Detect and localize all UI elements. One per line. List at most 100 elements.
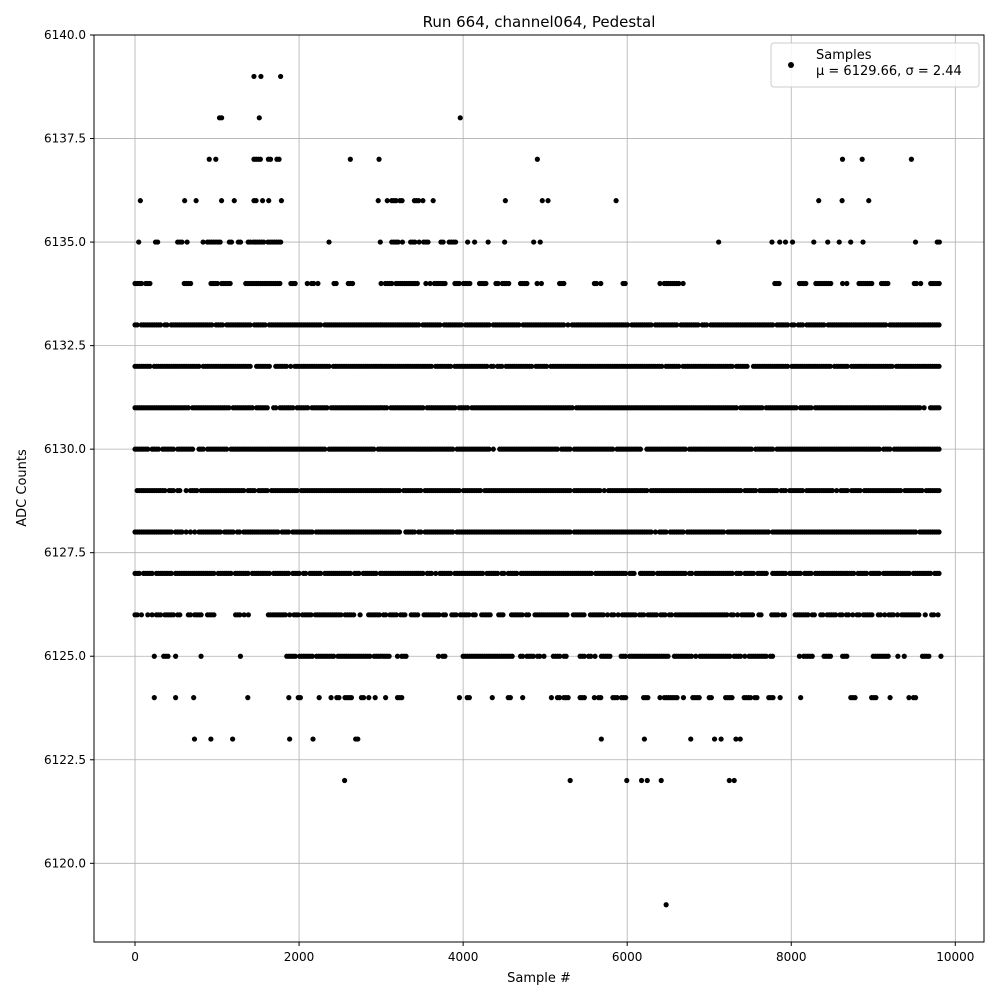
data-point	[808, 570, 814, 577]
data-point	[251, 487, 258, 494]
data-point	[214, 280, 220, 287]
y-tick-label: 6137.5	[44, 132, 86, 146]
data-point	[916, 612, 922, 618]
data-point	[791, 322, 797, 328]
data-point	[519, 612, 525, 618]
data-point	[565, 695, 571, 701]
data-point	[529, 363, 535, 369]
data-point	[278, 239, 284, 245]
data-point	[375, 198, 381, 204]
x-tick-label: 0	[131, 950, 139, 964]
data-point	[631, 570, 637, 577]
data-point	[866, 198, 872, 204]
data-point	[839, 156, 846, 162]
data-point	[442, 280, 448, 287]
data-point	[170, 612, 177, 618]
data-point	[480, 570, 486, 577]
data-point	[731, 777, 737, 784]
chart-title: Run 664, channel064, Pedestal	[423, 13, 656, 31]
data-point	[348, 695, 355, 701]
data-point	[168, 570, 174, 577]
data-point	[785, 322, 791, 328]
data-point	[402, 612, 408, 618]
data-point	[196, 363, 202, 369]
data-point	[781, 612, 788, 618]
data-point	[556, 695, 563, 701]
data-point	[918, 280, 924, 287]
data-point	[777, 695, 783, 701]
data-point	[703, 322, 710, 328]
data-point	[428, 363, 435, 369]
data-point	[477, 487, 484, 494]
data-point	[777, 239, 783, 245]
data-point	[936, 363, 942, 369]
data-point	[495, 280, 501, 287]
data-point	[604, 612, 611, 618]
data-point	[177, 487, 183, 494]
data-point	[859, 156, 865, 162]
data-point	[775, 612, 781, 618]
data-point	[894, 612, 901, 618]
data-point	[695, 322, 701, 328]
data-point	[179, 239, 185, 245]
data-point	[737, 653, 744, 659]
data-point	[170, 487, 177, 494]
data-point	[310, 736, 316, 742]
data-point	[258, 73, 264, 80]
data-point	[151, 695, 157, 701]
data-point	[399, 695, 405, 701]
data-point	[611, 612, 617, 618]
data-point	[827, 363, 833, 369]
data-point	[170, 446, 177, 452]
data-point	[825, 239, 831, 245]
data-point	[662, 612, 668, 618]
data-point	[821, 322, 827, 328]
data-point	[538, 280, 544, 287]
data-point	[663, 529, 669, 535]
data-point	[395, 239, 401, 245]
data-point	[696, 695, 702, 701]
data-point	[162, 487, 168, 494]
data-point	[912, 529, 919, 535]
data-point	[219, 115, 225, 121]
data-point	[657, 280, 663, 287]
data-point	[317, 570, 324, 577]
data-point	[581, 653, 587, 659]
data-point	[288, 363, 294, 369]
data-point	[829, 487, 836, 494]
data-point	[658, 777, 664, 784]
data-point	[484, 363, 490, 369]
data-point	[659, 363, 665, 369]
data-point	[936, 405, 942, 411]
data-point	[420, 570, 426, 577]
data-point	[663, 902, 669, 908]
data-point	[803, 280, 809, 287]
data-point	[797, 570, 804, 577]
data-point	[567, 487, 573, 494]
data-point	[213, 156, 219, 162]
data-point	[935, 612, 941, 618]
data-point	[850, 612, 856, 618]
data-point	[256, 115, 262, 121]
x-tick-label: 8000	[776, 950, 807, 964]
data-point	[863, 570, 870, 577]
data-point	[514, 570, 520, 577]
data-point	[138, 280, 145, 287]
data-point	[721, 529, 727, 535]
data-point	[349, 280, 356, 287]
data-point	[371, 446, 377, 452]
data-point	[936, 487, 942, 494]
data-point	[591, 695, 597, 701]
data-point	[688, 653, 695, 659]
data-point	[457, 115, 463, 121]
data-point	[467, 280, 473, 287]
data-point	[173, 653, 179, 659]
data-point	[134, 612, 140, 618]
data-point	[168, 529, 174, 535]
legend: Samples μ = 6129.66, σ = 2.44	[770, 42, 980, 88]
data-point	[539, 198, 545, 204]
data-point	[448, 570, 454, 577]
data-point	[648, 529, 654, 535]
data-point	[303, 570, 309, 577]
data-point	[165, 653, 171, 659]
